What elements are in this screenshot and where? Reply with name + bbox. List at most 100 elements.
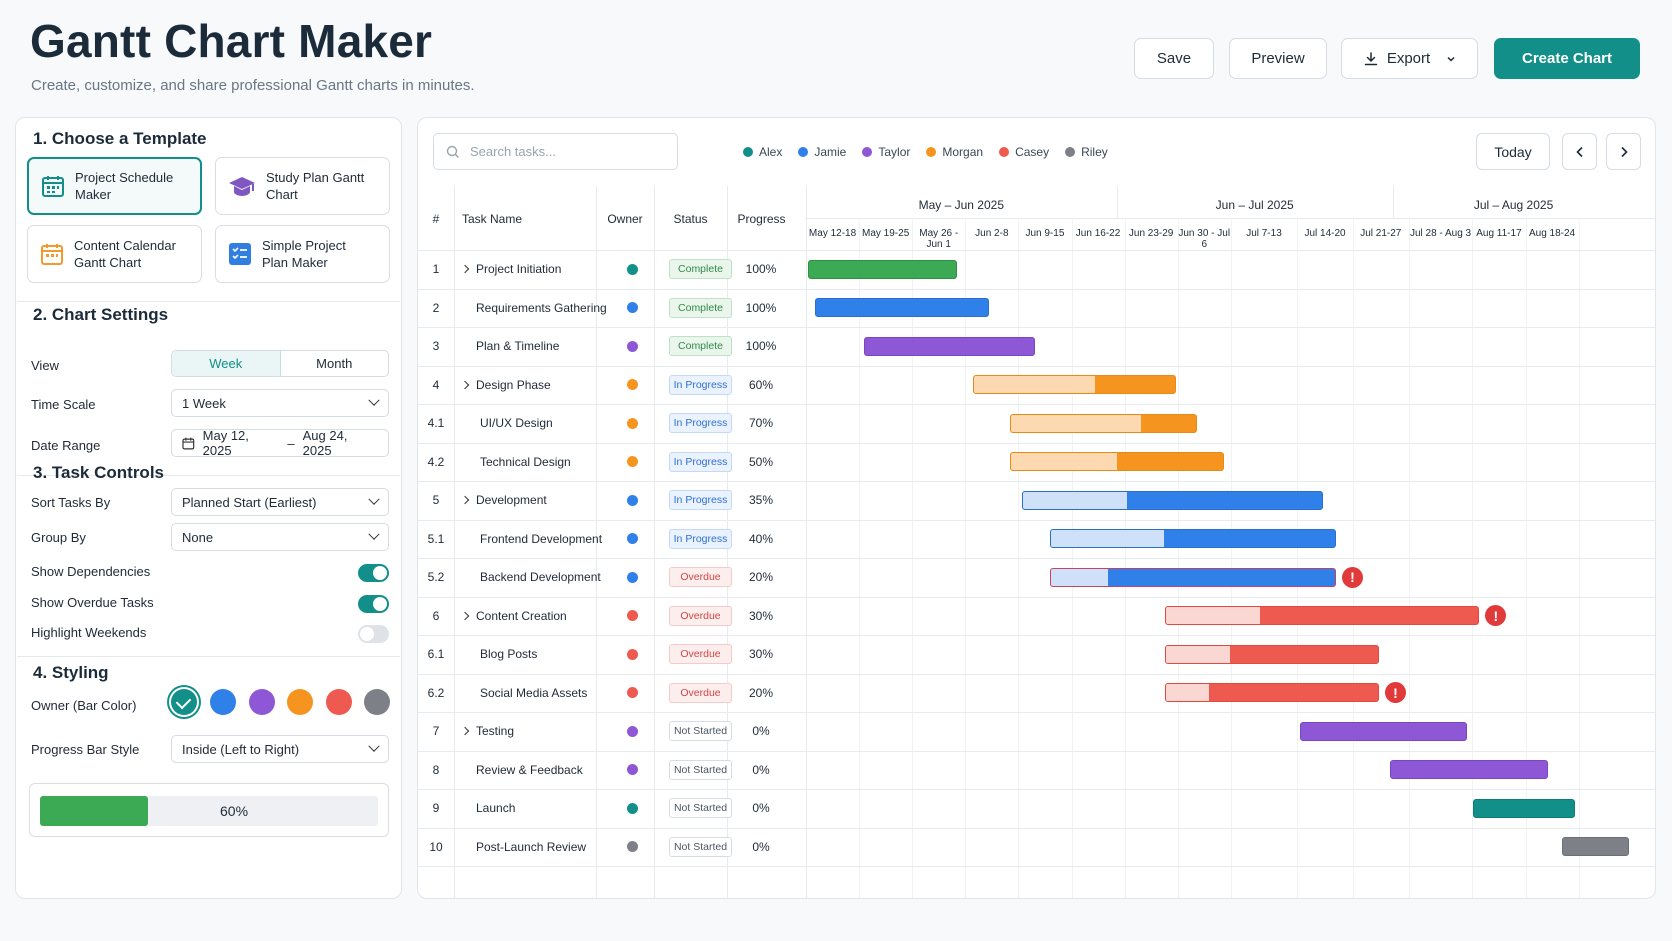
swatch-blue[interactable] (210, 689, 236, 715)
alert-icon: ! (1384, 682, 1406, 704)
swatch-teal[interactable] (171, 689, 197, 715)
task-bar[interactable] (1049, 567, 1336, 587)
date-range-field[interactable]: May 12, 2025 – Aug 24, 2025 (171, 428, 389, 458)
chevron-right-icon[interactable] (460, 265, 470, 274)
chart-settings-title: 2. Chart Settings (33, 305, 169, 324)
task-bar[interactable] (1561, 837, 1630, 857)
divider (17, 301, 400, 302)
today-button[interactable]: Today (1476, 133, 1550, 170)
task-bar[interactable] (1165, 644, 1379, 664)
show-dependencies-toggle[interactable] (358, 564, 389, 582)
column-divider (454, 186, 455, 898)
swatch-purple[interactable] (249, 689, 275, 715)
task-name: Social Media Assets (480, 686, 587, 700)
task-bar[interactable] (1390, 760, 1548, 780)
next-button[interactable] (1606, 133, 1641, 170)
owner-dot (627, 340, 638, 352)
row-divider (418, 596, 1655, 598)
status-badge: In Progress (669, 413, 732, 434)
task-bar[interactable] (815, 298, 989, 318)
chevron-down-icon (1447, 56, 1455, 62)
task-bar[interactable] (808, 259, 958, 279)
template-simple-plan[interactable]: Simple Project Plan Maker (215, 225, 390, 283)
status-badge: Complete (669, 259, 732, 280)
save-button[interactable]: Save (1134, 38, 1214, 79)
legend-label: Casey (1015, 145, 1050, 159)
calendar-icon (182, 437, 195, 449)
task-number: 9 (432, 801, 440, 816)
progress-style-select[interactable]: Inside (Left to Right) (171, 735, 389, 763)
task-bar[interactable] (1165, 683, 1379, 703)
task-bar[interactable] (1049, 529, 1336, 549)
task-group-row[interactable]: Project Initiation (460, 262, 561, 276)
view-week-option[interactable]: Week (172, 351, 281, 376)
task-bar[interactable] (1165, 606, 1480, 626)
owner-color-label: Owner (Bar Color) (31, 698, 137, 713)
task-bar[interactable] (1010, 452, 1224, 472)
prev-button[interactable] (1562, 133, 1597, 170)
task-bar[interactable] (1010, 413, 1198, 433)
view-month-option[interactable]: Month (316, 356, 353, 371)
task-number: 4.2 (427, 454, 445, 469)
template-project-schedule[interactable]: Project Schedule Maker (27, 157, 202, 215)
swatch-orange[interactable] (287, 689, 313, 715)
legend-label: Taylor (878, 145, 911, 159)
group-select[interactable]: None (171, 523, 389, 551)
chevron-right-icon[interactable] (460, 380, 470, 389)
task-number: 4 (432, 377, 440, 392)
task-name: Launch (476, 801, 515, 815)
template-study-plan[interactable]: Study Plan Gantt Chart (215, 157, 390, 215)
highlight-weekends-toggle[interactable] (358, 625, 389, 643)
swatch-gray[interactable] (364, 689, 390, 715)
create-chart-label: Create Chart (1521, 50, 1613, 67)
week-label: Jun 2-8 (975, 228, 1009, 239)
legend-dot (862, 147, 873, 157)
task-name-label: Design Phase (476, 377, 551, 392)
progress-value: 100% (745, 300, 777, 315)
template-content-calendar[interactable]: Content Calendar Gantt Chart (27, 225, 202, 283)
search-input[interactable]: Search tasks... (433, 133, 678, 170)
create-chart-button[interactable]: Create Chart (1494, 38, 1640, 79)
progress-preview-fill (40, 796, 148, 826)
owner-dot (627, 302, 638, 314)
row-divider (418, 481, 1655, 482)
chevron-right-icon[interactable] (460, 496, 470, 505)
status-badge: In Progress (669, 528, 732, 549)
task-name-label: Launch (476, 801, 516, 816)
sort-select[interactable]: Planned Start (Earliest) (171, 488, 389, 516)
task-group-row[interactable]: Development (460, 493, 547, 507)
status-badge: Overdue (669, 682, 732, 703)
task-bar[interactable] (864, 336, 1035, 356)
swatch-red[interactable] (326, 689, 352, 715)
task-group-row[interactable]: Design Phase (460, 377, 551, 392)
task-bar-progress (1166, 645, 1230, 663)
week-label: May 12-18 (808, 228, 857, 239)
task-group-row[interactable]: Content Creation (460, 609, 567, 623)
show-overdue-label: Show Overdue Tasks (31, 595, 154, 610)
task-bar[interactable] (1300, 721, 1467, 741)
task-bar-progress (1050, 568, 1108, 586)
divider (17, 656, 400, 657)
progress-value: 30% (748, 608, 774, 623)
month-divider (1392, 186, 1394, 218)
show-overdue-toggle[interactable] (358, 595, 389, 613)
week-label: Jul 28 - Aug 3 (1409, 228, 1472, 239)
preview-button[interactable]: Preview (1229, 38, 1327, 79)
task-bar[interactable] (1472, 798, 1575, 818)
week-label: Jun 23-29 (1128, 228, 1174, 239)
export-button[interactable]: Export (1341, 38, 1478, 79)
legend-dot (798, 147, 809, 157)
task-name: Requirements Gathering (476, 301, 607, 315)
month-label: Jul – Aug 2025 (1473, 198, 1554, 212)
task-bar[interactable] (1021, 490, 1323, 510)
chevron-right-icon[interactable] (460, 611, 470, 620)
task-group-row[interactable]: Testing (460, 724, 514, 738)
chevron-right-icon[interactable] (460, 727, 470, 736)
task-bar-progress (1166, 684, 1209, 702)
progress-preview: 60% (29, 783, 389, 837)
show-dependencies-label: Show Dependencies (31, 564, 151, 579)
time-scale-select[interactable]: 1 Week (171, 389, 389, 417)
header-divider (806, 218, 1655, 219)
task-name: Blog Posts (480, 647, 537, 661)
task-bar[interactable] (973, 375, 1177, 395)
